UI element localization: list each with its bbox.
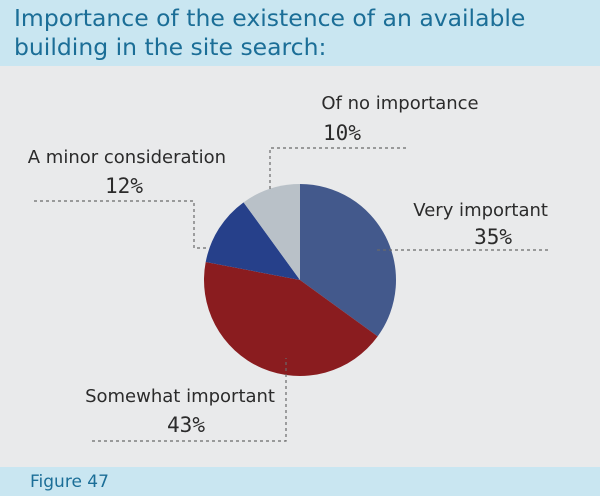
chart-title-line-1: Importance of the existence of an availa… — [14, 4, 526, 32]
footer-banner: Figure 47 — [0, 467, 600, 496]
leader-lines — [34, 147, 548, 442]
leader-line-somewhat-important — [92, 358, 287, 442]
slice-value-very-important: 35% — [474, 225, 512, 249]
chart-title-line-2: building in the site search: — [14, 33, 327, 61]
pie-slice-of-no-importance — [243, 184, 300, 280]
slice-value-no-importance: 10% — [323, 121, 361, 145]
pie-slice-a-minor-consideration — [205, 202, 300, 280]
slice-label-somewhat-important: Somewhat important — [85, 386, 275, 407]
pie-slices — [203, 184, 397, 377]
title-banner: Importance of the existence of an availa… — [0, 0, 600, 66]
slice-labels: Of no importance 10% A minor considerati… — [28, 93, 548, 437]
slice-value-minor-consideration: 12% — [105, 174, 143, 198]
figure-number: Figure 47 — [30, 472, 109, 492]
slice-label-very-important: Very important — [413, 200, 548, 221]
slice-value-somewhat-important: 43% — [167, 413, 205, 437]
pie-slice-very-important — [300, 184, 397, 337]
leader-line-minor-consideration — [34, 200, 207, 249]
pie-slice-somewhat-important — [203, 262, 378, 377]
slice-label-minor-consideration: A minor consideration — [28, 147, 226, 168]
slice-label-no-importance: Of no importance — [321, 93, 478, 114]
